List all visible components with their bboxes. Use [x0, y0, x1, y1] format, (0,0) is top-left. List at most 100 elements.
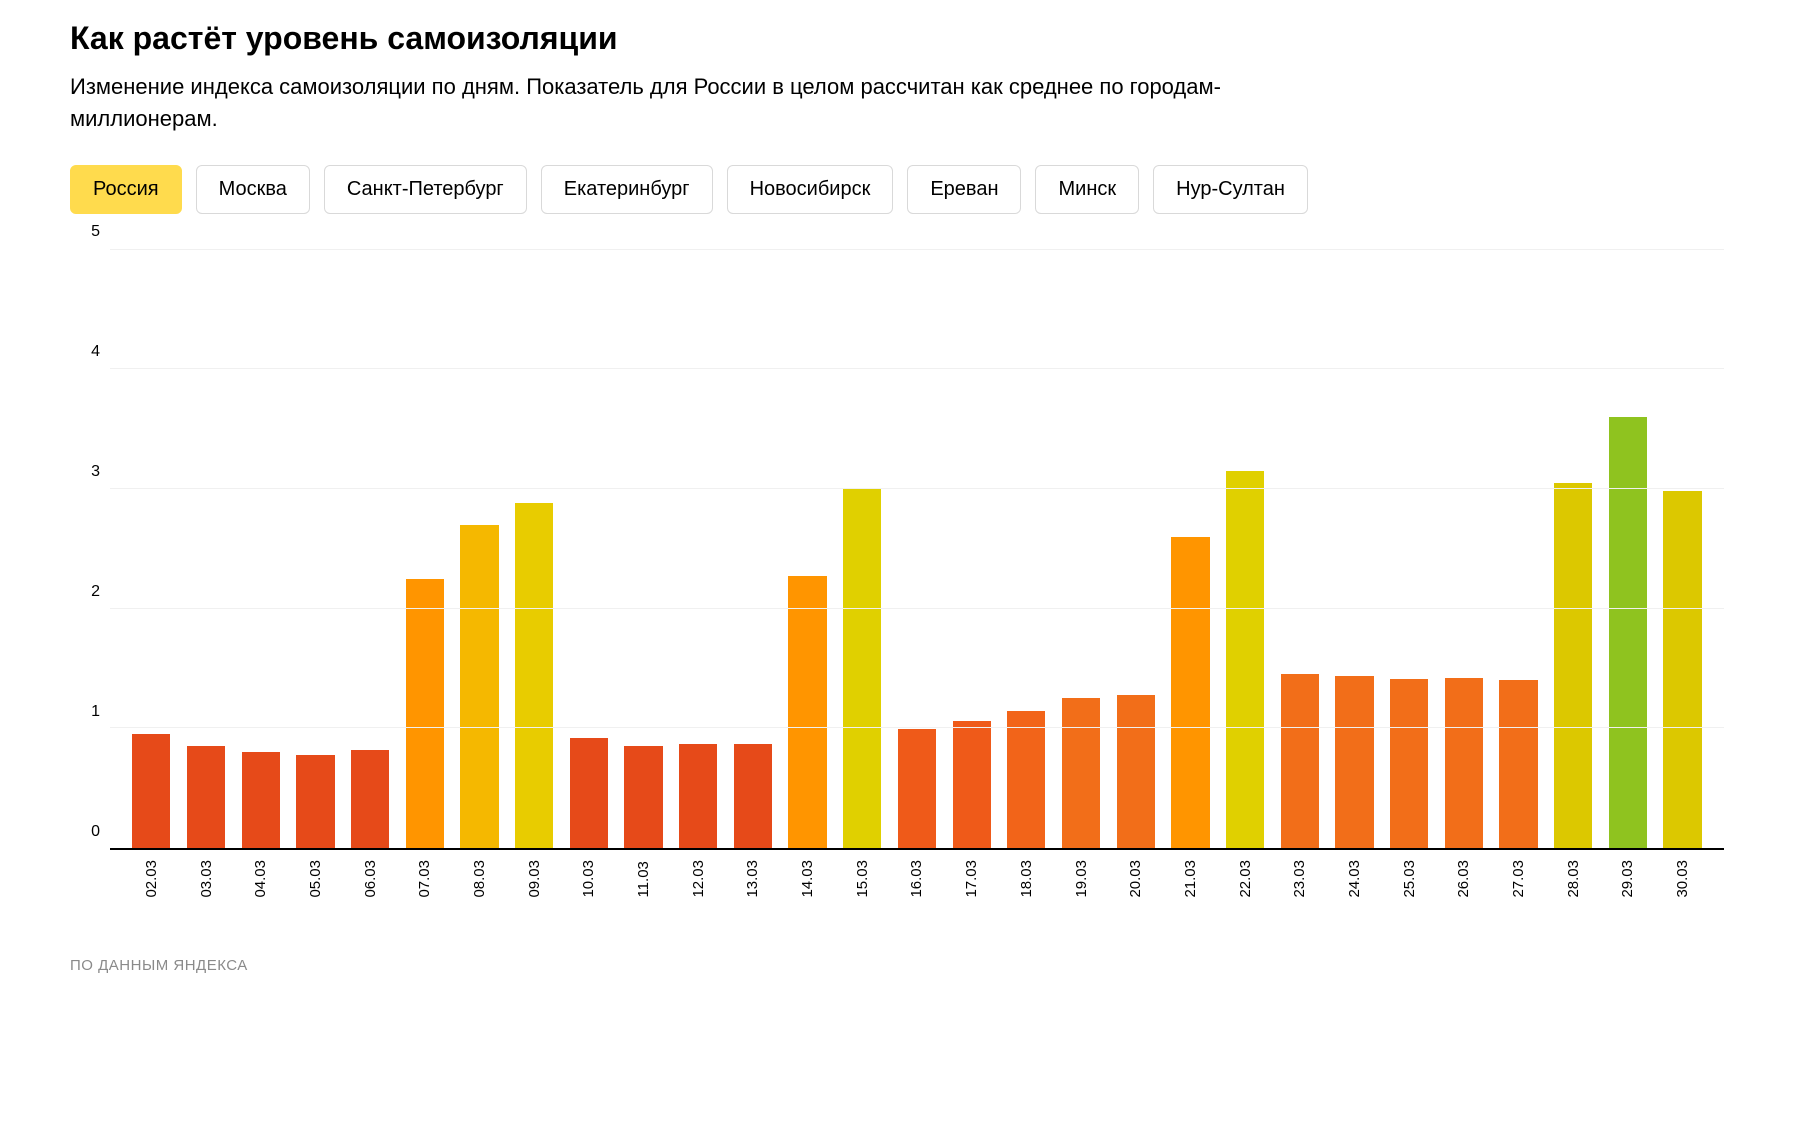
- x-tick-label: 21.03: [1182, 860, 1199, 898]
- bar[interactable]: [1499, 680, 1537, 847]
- bar-slot: [124, 250, 179, 848]
- bar[interactable]: [570, 738, 608, 848]
- bar-slot: [616, 250, 671, 848]
- bar-slot: [999, 250, 1054, 848]
- tab-region[interactable]: Ереван: [907, 165, 1021, 214]
- x-tick-label: 13.03: [744, 860, 761, 898]
- x-tick-label: 22.03: [1237, 860, 1254, 898]
- bar-slot: [1382, 250, 1437, 848]
- x-tick-label: 03.03: [198, 860, 215, 898]
- x-tick: 27.03: [1491, 850, 1546, 898]
- bar-slot: [179, 250, 234, 848]
- x-tick: 24.03: [1327, 850, 1382, 898]
- bar-slot: [397, 250, 452, 848]
- bars-area: [110, 250, 1724, 848]
- bar[interactable]: [460, 525, 498, 848]
- bar[interactable]: [242, 752, 280, 848]
- bar-slot: [1491, 250, 1546, 848]
- x-tick-label: 24.03: [1346, 860, 1363, 898]
- tab-region[interactable]: Нур-Султан: [1153, 165, 1308, 214]
- x-tick-label: 28.03: [1565, 860, 1582, 898]
- bar-slot: [1272, 250, 1327, 848]
- tab-region[interactable]: Санкт-Петербург: [324, 165, 527, 214]
- tab-region[interactable]: Россия: [70, 165, 182, 214]
- y-tick-label: 4: [91, 343, 100, 361]
- bar[interactable]: [788, 576, 826, 847]
- y-tick-label: 0: [91, 823, 100, 841]
- x-tick: 16.03: [890, 850, 945, 898]
- bar[interactable]: [1007, 711, 1045, 847]
- bar[interactable]: [1445, 678, 1483, 848]
- x-tick: 10.03: [562, 850, 617, 898]
- bar[interactable]: [734, 744, 772, 848]
- y-tick-label: 2: [91, 583, 100, 601]
- bar[interactable]: [1554, 483, 1592, 848]
- bar[interactable]: [898, 729, 936, 847]
- bar-slot: [233, 250, 288, 848]
- bar[interactable]: [843, 489, 881, 848]
- x-tick: 23.03: [1272, 850, 1327, 898]
- x-tick: 08.03: [452, 850, 507, 898]
- x-tick-label: 19.03: [1073, 860, 1090, 898]
- bar-slot: [1163, 250, 1218, 848]
- x-tick: 25.03: [1382, 850, 1437, 898]
- gridline: [110, 488, 1724, 489]
- bar-slot: [288, 250, 343, 848]
- x-tick-label: 16.03: [908, 860, 925, 898]
- x-tick: 05.03: [288, 850, 343, 898]
- bar[interactable]: [406, 579, 444, 848]
- x-tick-label: 11.03: [635, 860, 652, 898]
- x-tick: 29.03: [1601, 850, 1656, 898]
- plot-area: [110, 250, 1724, 850]
- bar-slot: [944, 250, 999, 848]
- bar-slot: [1655, 250, 1710, 848]
- tab-region[interactable]: Минск: [1035, 165, 1139, 214]
- x-tick: 09.03: [507, 850, 562, 898]
- bar[interactable]: [1335, 676, 1373, 848]
- bar[interactable]: [1609, 417, 1647, 848]
- bar[interactable]: [296, 755, 334, 848]
- y-tick-label: 1: [91, 703, 100, 721]
- bar-slot: [780, 250, 835, 848]
- x-tick: 26.03: [1437, 850, 1492, 898]
- bar-slot: [343, 250, 398, 848]
- bar[interactable]: [1663, 491, 1701, 847]
- bar[interactable]: [1062, 698, 1100, 848]
- bar-slot: [671, 250, 726, 848]
- x-tick-label: 26.03: [1455, 860, 1472, 898]
- tab-region[interactable]: Екатеринбург: [541, 165, 713, 214]
- bar[interactable]: [953, 721, 991, 848]
- bar[interactable]: [515, 503, 553, 847]
- chart: 012345: [70, 250, 1724, 850]
- bar[interactable]: [187, 746, 225, 848]
- bar[interactable]: [1171, 537, 1209, 848]
- x-tick: 19.03: [1054, 850, 1109, 898]
- bar[interactable]: [1390, 679, 1428, 848]
- x-tick: 15.03: [835, 850, 890, 898]
- bar[interactable]: [1226, 471, 1264, 848]
- bar[interactable]: [624, 746, 662, 848]
- bar[interactable]: [351, 750, 389, 848]
- x-tick-label: 17.03: [963, 860, 980, 898]
- gridline: [110, 608, 1724, 609]
- x-tick-label: 09.03: [526, 860, 543, 898]
- tab-region[interactable]: Новосибирск: [727, 165, 894, 214]
- gridline: [110, 727, 1724, 728]
- page-subtitle: Изменение индекса самоизоляции по дням. …: [70, 71, 1350, 135]
- x-axis: 02.0303.0304.0305.0306.0307.0308.0309.03…: [110, 850, 1724, 898]
- x-tick-label: 29.03: [1619, 860, 1636, 898]
- tab-region[interactable]: Москва: [196, 165, 310, 214]
- x-tick: 11.03: [616, 850, 671, 898]
- x-tick-label: 20.03: [1127, 860, 1144, 898]
- x-tick: 17.03: [944, 850, 999, 898]
- bar[interactable]: [1281, 674, 1319, 847]
- x-tick: 30.03: [1655, 850, 1710, 898]
- bar[interactable]: [1117, 695, 1155, 848]
- bar[interactable]: [132, 734, 170, 848]
- gridline: [110, 249, 1724, 250]
- gridline: [110, 368, 1724, 369]
- bar[interactable]: [679, 744, 717, 848]
- bar-slot: [890, 250, 945, 848]
- chart-wrap: 012345 02.0303.0304.0305.0306.0307.0308.…: [70, 250, 1724, 898]
- x-tick-label: 30.03: [1674, 860, 1691, 898]
